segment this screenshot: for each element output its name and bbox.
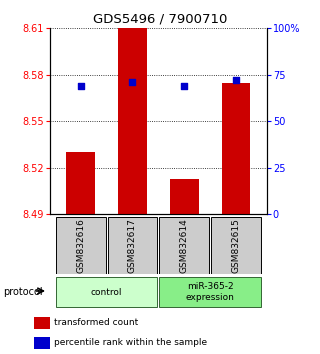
Bar [118, 28, 147, 214]
Point [234, 78, 239, 83]
Text: transformed count: transformed count [54, 318, 138, 327]
FancyBboxPatch shape [211, 217, 261, 274]
Bar [67, 152, 95, 214]
Point [78, 83, 83, 89]
Text: protocol: protocol [3, 287, 43, 297]
Text: GSM832617: GSM832617 [128, 218, 137, 273]
Bar [35, 316, 50, 329]
Text: control: control [91, 287, 122, 297]
Bar [35, 337, 50, 349]
FancyBboxPatch shape [56, 217, 106, 274]
Text: percentile rank within the sample: percentile rank within the sample [54, 338, 207, 348]
Text: GDS5496 / 7900710: GDS5496 / 7900710 [93, 12, 227, 25]
Text: GSM832615: GSM832615 [232, 218, 241, 273]
Bar [170, 178, 198, 214]
FancyBboxPatch shape [56, 278, 157, 307]
Text: miR-365-2
expression: miR-365-2 expression [186, 282, 235, 302]
FancyBboxPatch shape [159, 217, 209, 274]
Point [182, 83, 187, 89]
Text: GSM832614: GSM832614 [180, 218, 189, 273]
FancyBboxPatch shape [108, 217, 157, 274]
FancyBboxPatch shape [159, 278, 261, 307]
Point [130, 79, 135, 85]
Text: GSM832616: GSM832616 [76, 218, 85, 273]
Bar [222, 82, 250, 214]
